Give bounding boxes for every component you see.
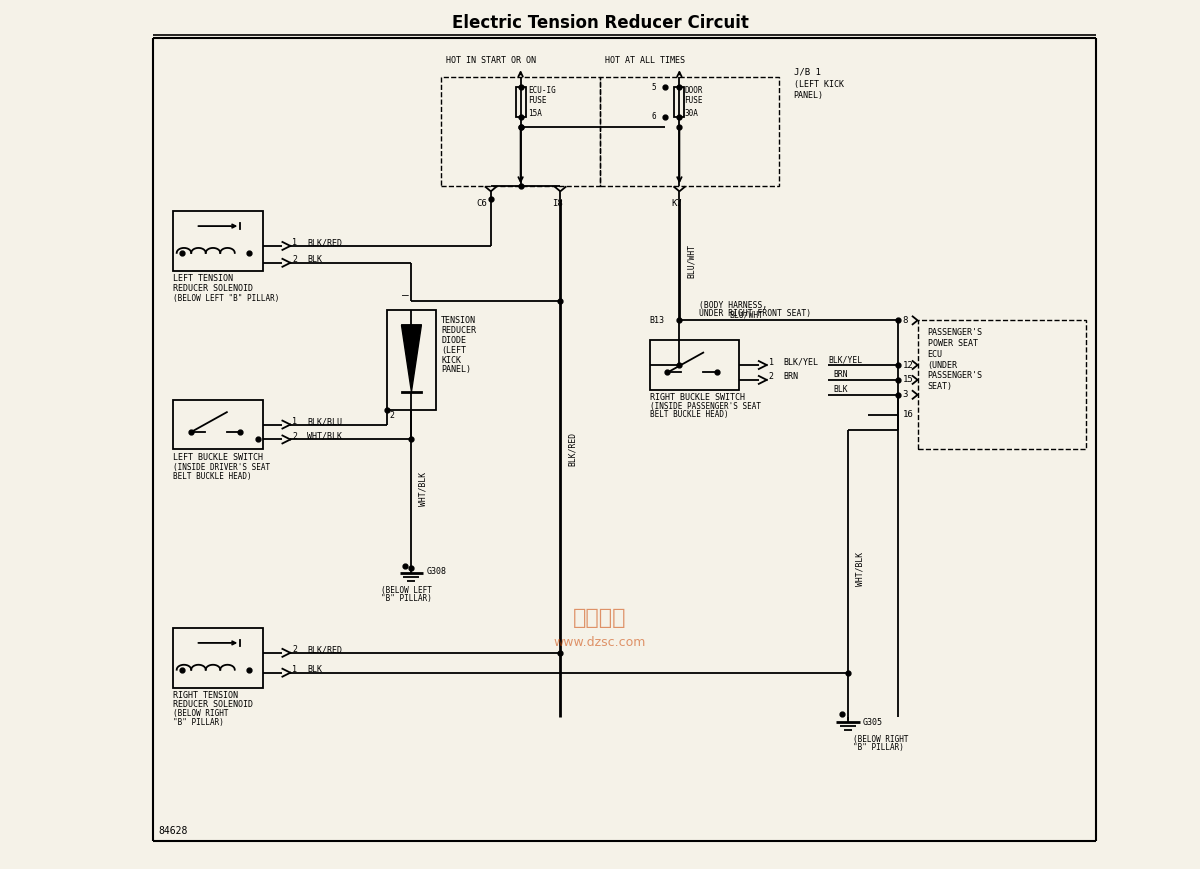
Bar bbox=[173, 628, 263, 687]
Text: WHT/BLK: WHT/BLK bbox=[307, 432, 342, 441]
Text: G305: G305 bbox=[863, 718, 883, 726]
Bar bbox=[649, 341, 739, 390]
Text: BLU/WHT: BLU/WHT bbox=[686, 244, 696, 278]
Text: (BODY HARNESS,: (BODY HARNESS, bbox=[700, 301, 768, 310]
Bar bbox=[386, 310, 437, 409]
Text: (BELOW LEFT "B" PILLAR): (BELOW LEFT "B" PILLAR) bbox=[173, 294, 280, 303]
Text: C6: C6 bbox=[476, 199, 487, 208]
Text: PASSENGER'S: PASSENGER'S bbox=[928, 328, 983, 337]
Text: 2: 2 bbox=[293, 432, 298, 441]
Text: "B" PILLAR): "B" PILLAR) bbox=[173, 718, 224, 726]
Text: K7: K7 bbox=[672, 199, 683, 208]
Text: SEAT): SEAT) bbox=[928, 382, 953, 391]
Text: BRN: BRN bbox=[784, 373, 799, 381]
Text: BLK/BLU: BLK/BLU bbox=[307, 417, 342, 426]
Text: www.dzsc.com: www.dzsc.com bbox=[554, 636, 646, 649]
Text: 30A: 30A bbox=[684, 109, 698, 118]
Text: BLK/RED: BLK/RED bbox=[568, 432, 577, 467]
Text: REDUCER: REDUCER bbox=[442, 326, 476, 335]
Text: 2: 2 bbox=[769, 373, 774, 381]
Text: I8: I8 bbox=[552, 199, 563, 208]
Text: 维库一下: 维库一下 bbox=[574, 608, 626, 628]
Text: Electric Tension Reducer Circuit: Electric Tension Reducer Circuit bbox=[451, 14, 749, 31]
Text: (LEFT KICK: (LEFT KICK bbox=[793, 80, 844, 89]
Text: BLK: BLK bbox=[307, 255, 323, 264]
Text: BLK/RED: BLK/RED bbox=[307, 238, 342, 248]
Text: J/B 1: J/B 1 bbox=[793, 68, 821, 76]
Text: HOT IN START OR ON: HOT IN START OR ON bbox=[446, 56, 536, 65]
Text: 2: 2 bbox=[293, 646, 298, 654]
Text: 16: 16 bbox=[902, 410, 913, 419]
Text: 15: 15 bbox=[902, 375, 913, 384]
Text: (BELOW RIGHT: (BELOW RIGHT bbox=[853, 734, 908, 744]
Text: 12: 12 bbox=[902, 361, 913, 369]
Text: 1: 1 bbox=[293, 238, 298, 248]
Text: REDUCER SOLENOID: REDUCER SOLENOID bbox=[173, 284, 253, 293]
Bar bbox=[674, 87, 684, 117]
Text: POWER SEAT: POWER SEAT bbox=[928, 339, 978, 348]
Text: 84628: 84628 bbox=[158, 826, 187, 837]
Text: BLK/YEL: BLK/YEL bbox=[828, 355, 863, 365]
Bar bbox=[173, 211, 263, 271]
Text: 1: 1 bbox=[293, 417, 298, 426]
Text: LEFT BUCKLE SWITCH: LEFT BUCKLE SWITCH bbox=[173, 453, 263, 461]
Text: TENSION: TENSION bbox=[442, 315, 476, 325]
Bar bbox=[600, 77, 779, 186]
Text: RIGHT BUCKLE SWITCH: RIGHT BUCKLE SWITCH bbox=[649, 394, 745, 402]
Text: HOT AT ALL TIMES: HOT AT ALL TIMES bbox=[605, 56, 685, 65]
Text: BELT BUCKLE HEAD): BELT BUCKLE HEAD) bbox=[173, 472, 252, 481]
Text: BRN: BRN bbox=[833, 370, 848, 380]
Text: 2: 2 bbox=[293, 255, 298, 264]
Bar bbox=[442, 77, 600, 186]
Text: UNDER RIGHT FRONT SEAT): UNDER RIGHT FRONT SEAT) bbox=[700, 308, 811, 318]
Polygon shape bbox=[402, 325, 421, 392]
Text: BLU/WHT: BLU/WHT bbox=[730, 311, 763, 320]
Text: BLK: BLK bbox=[833, 385, 848, 395]
Text: 8: 8 bbox=[902, 315, 908, 325]
Text: 6: 6 bbox=[652, 112, 656, 122]
Text: WHT/BLK: WHT/BLK bbox=[856, 552, 864, 586]
Bar bbox=[173, 400, 263, 449]
Text: PANEL): PANEL) bbox=[793, 90, 823, 100]
Text: BLK/RED: BLK/RED bbox=[307, 646, 342, 654]
Text: FUSE: FUSE bbox=[528, 96, 547, 104]
Text: 15A: 15A bbox=[528, 109, 542, 118]
Text: LEFT TENSION: LEFT TENSION bbox=[173, 275, 233, 283]
Bar bbox=[516, 87, 526, 117]
Bar bbox=[918, 321, 1086, 449]
Text: (BELOW RIGHT: (BELOW RIGHT bbox=[173, 709, 229, 718]
Text: (LEFT: (LEFT bbox=[442, 346, 467, 355]
Text: WHT/BLK: WHT/BLK bbox=[419, 472, 428, 506]
Text: 3: 3 bbox=[902, 390, 908, 399]
Text: –: – bbox=[402, 290, 408, 301]
Text: PASSENGER'S: PASSENGER'S bbox=[928, 371, 983, 381]
Text: 1: 1 bbox=[769, 357, 774, 367]
Text: BELT BUCKLE HEAD): BELT BUCKLE HEAD) bbox=[649, 410, 728, 419]
Text: G308: G308 bbox=[426, 567, 446, 576]
Text: ECU: ECU bbox=[928, 349, 942, 359]
Text: PANEL): PANEL) bbox=[442, 366, 472, 375]
Text: B13: B13 bbox=[649, 315, 665, 325]
Text: REDUCER SOLENOID: REDUCER SOLENOID bbox=[173, 700, 253, 709]
Text: BLK: BLK bbox=[307, 665, 323, 674]
Text: ECU-IG: ECU-IG bbox=[528, 86, 557, 95]
Text: (INSIDE DRIVER'S SEAT: (INSIDE DRIVER'S SEAT bbox=[173, 463, 270, 472]
Text: FUSE: FUSE bbox=[684, 96, 703, 104]
Text: KICK: KICK bbox=[442, 355, 461, 365]
Text: RIGHT TENSION: RIGHT TENSION bbox=[173, 691, 239, 700]
Text: "B" PILLAR): "B" PILLAR) bbox=[382, 594, 432, 603]
Text: DOOR: DOOR bbox=[684, 86, 703, 95]
Text: 1: 1 bbox=[293, 665, 298, 674]
Text: BLK/YEL: BLK/YEL bbox=[784, 357, 818, 367]
Text: (BELOW LEFT: (BELOW LEFT bbox=[382, 586, 432, 594]
Text: 5: 5 bbox=[652, 83, 656, 91]
Text: (INSIDE PASSENGER'S SEAT: (INSIDE PASSENGER'S SEAT bbox=[649, 402, 761, 411]
Text: DIODE: DIODE bbox=[442, 335, 467, 345]
Text: 2: 2 bbox=[390, 411, 395, 420]
Text: "B" PILLAR): "B" PILLAR) bbox=[853, 743, 904, 752]
Text: (UNDER: (UNDER bbox=[928, 361, 958, 369]
